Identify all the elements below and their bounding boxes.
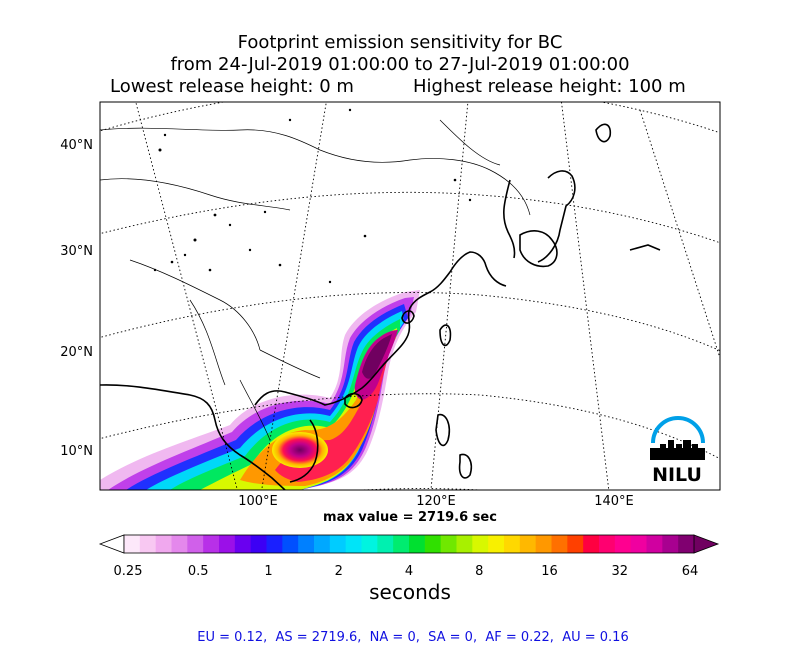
colorbar-tick-label: 8 (475, 564, 484, 579)
colorbar-cell (282, 535, 299, 553)
colorbar-cell (250, 535, 267, 553)
title-highest-release: Highest release height: 100 m (413, 76, 686, 97)
max-value-label: max value = 2719.6 sec (323, 510, 497, 525)
colorbar-cell (234, 535, 252, 553)
lat-label-20: 20°N (60, 345, 93, 360)
colorbar-tick-label: 32 (611, 564, 629, 579)
graticule (100, 102, 720, 490)
colorbar-cell (599, 535, 616, 553)
colorbar-cell (567, 535, 584, 553)
colorbar-cell (393, 535, 410, 553)
lat-label-30: 30°N (60, 244, 93, 259)
colorbar-cell (551, 535, 568, 553)
colorbar-cell (124, 535, 141, 553)
colorbar-cell (266, 535, 283, 553)
colorbar-tick-label: 16 (541, 564, 558, 579)
colorbar-tick-label: 2 (334, 564, 343, 579)
colorbar-cell (298, 535, 315, 553)
colorbar-cell (678, 535, 695, 553)
title-lowest-release: Lowest release height: 0 m (110, 76, 354, 97)
colorbar-cell (361, 535, 378, 553)
footprint-plume (100, 290, 420, 490)
nilu-logo (650, 416, 705, 460)
colorbar-cell (203, 535, 220, 553)
colorbar-cell (456, 535, 473, 553)
colorbar-tick-label: 4 (404, 564, 414, 579)
nilu-logo-text: NILU (652, 464, 702, 486)
coastlines (100, 123, 661, 490)
lat-label-10: 10°N (60, 444, 93, 459)
colorbar-cell (171, 535, 188, 553)
small-features (153, 108, 472, 284)
colorbar-cell (614, 535, 632, 553)
region-summary: EU = 0.12, AS = 2719.6, NA = 0, SA = 0, … (197, 630, 629, 645)
colorbar-tick-label: 64 (681, 564, 699, 579)
colorbar-tick-label: 1 (264, 564, 273, 579)
lat-label-40: 40°N (60, 138, 93, 153)
colorbar-cell (583, 535, 600, 553)
colorbar-low-extend (98, 534, 125, 554)
title-line-2: from 24-Jul-2019 01:00:00 to 27-Jul-2019… (170, 54, 630, 75)
lon-label-120: 120°E (416, 494, 456, 509)
colorbar-high-extend (693, 534, 720, 554)
colorbar-cell (472, 535, 489, 553)
colorbar-cell (329, 535, 347, 553)
colorbar-cell (219, 535, 236, 553)
colorbar-cell (504, 535, 521, 553)
colorbar-cell (345, 535, 362, 553)
colorbar-cell (187, 535, 204, 553)
lon-label-100: 100°E (238, 494, 278, 509)
colorbar-cell (646, 535, 663, 553)
colorbar-cell (409, 535, 426, 553)
map-area (100, 102, 720, 490)
lon-label-140: 140°E (594, 494, 634, 509)
title-line-1: Footprint emission sensitivity for BC (237, 32, 563, 53)
colorbar-cell (424, 535, 442, 553)
colorbar-cell (488, 535, 505, 553)
colorbar-cell (139, 535, 157, 553)
colorbar-cell (155, 535, 172, 553)
colorbar-tick-label: 0.5 (187, 564, 209, 579)
colorbar-tick-label: 0.25 (113, 564, 143, 579)
colorbar (98, 534, 720, 554)
colorbar-cell (519, 535, 537, 553)
colorbar-cell (662, 535, 679, 553)
colorbar-cell (630, 535, 647, 553)
map-frame (99, 101, 721, 491)
colorbar-cell (535, 535, 552, 553)
colorbar-units: seconds (369, 580, 451, 604)
colorbar-cell (440, 535, 457, 553)
colorbar-cell (377, 535, 394, 553)
colorbar-cell (314, 535, 331, 553)
